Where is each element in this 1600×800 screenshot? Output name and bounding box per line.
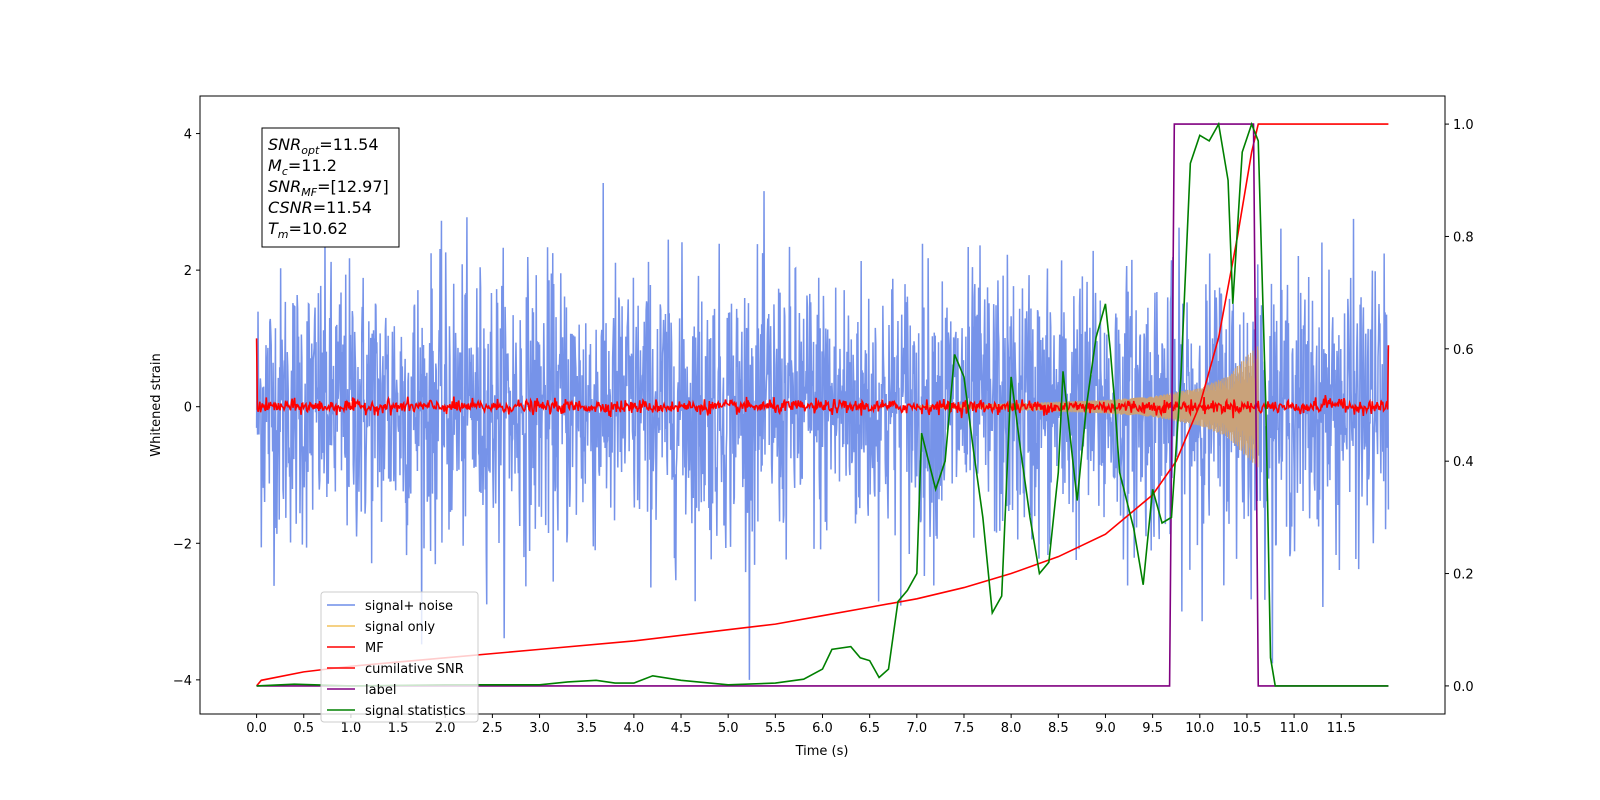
- x-tick-label: 11.0: [1280, 721, 1309, 736]
- x-tick-label: 7.5: [954, 721, 975, 736]
- x-tick-label: 4.0: [624, 721, 645, 736]
- y-left-tick-label: 0: [184, 401, 192, 416]
- info-line: Mc=11.2: [268, 156, 337, 178]
- info-subscript: m: [278, 228, 289, 241]
- legend: signal+ noise signal only MF cumilative SNR…: [320, 591, 479, 723]
- x-tick-label: 10.0: [1185, 721, 1214, 736]
- x-tick-label: 5.0: [718, 721, 739, 736]
- x-tick-label: 11.5: [1327, 721, 1356, 736]
- info-value: =11.2: [288, 156, 337, 175]
- x-tick-label: 8.0: [1001, 721, 1022, 736]
- y-right-tick-label: 1.0: [1453, 118, 1474, 133]
- x-tick-label: 9.0: [1095, 721, 1116, 736]
- y-right-tick-label: 0.2: [1453, 568, 1474, 583]
- x-tick-label: 7.0: [906, 721, 927, 736]
- x-tick-label: 10.5: [1232, 721, 1261, 736]
- info-line: SNRopt=11.54: [268, 135, 379, 157]
- info-annotation-box: SNRopt=11.54Mc=11.2SNRMF=[12.97]CSNR=11.…: [261, 127, 400, 248]
- y-right-tick-label: 0.4: [1453, 455, 1474, 470]
- y-axis-left: −4 −2 0 2 4: [173, 128, 200, 689]
- y-left-tick-label: −2: [173, 537, 192, 552]
- y-right-tick-label: 0.6: [1453, 343, 1474, 358]
- x-tick-label: 1.5: [388, 721, 409, 736]
- info-symbol: SNR: [268, 177, 301, 196]
- info-subscript: c: [282, 165, 288, 178]
- x-tick-label: 0.5: [293, 721, 314, 736]
- info-line: CSNR=11.54: [268, 198, 372, 217]
- x-tick-label: 6.0: [812, 721, 833, 736]
- x-tick-label: 1.0: [341, 721, 362, 736]
- y-axis-right: 0.0 0.2 0.4 0.6 0.8 1.0: [1445, 118, 1474, 695]
- legend-frame: [320, 591, 479, 723]
- x-tick-label: 9.5: [1142, 721, 1163, 736]
- x-tick-label: 0.0: [246, 721, 267, 736]
- x-tick-label: 4.5: [671, 721, 692, 736]
- legend-label: cumilative SNR: [365, 662, 464, 677]
- legend-label: label: [365, 683, 396, 698]
- x-tick-label: 2.0: [435, 721, 456, 736]
- legend-label: signal statistics: [365, 704, 466, 719]
- info-line: SNRMF=[12.97]: [268, 177, 389, 199]
- legend-label: signal+ noise: [365, 599, 453, 614]
- y-right-tick-label: 0.0: [1453, 680, 1474, 695]
- info-value: =11.54: [319, 135, 378, 154]
- series-signal-statistics-line: [256, 121, 1389, 687]
- info-value: =10.62: [289, 219, 348, 238]
- y-axis-left-title: Whitened strain: [149, 353, 164, 456]
- x-axis-title: Time (s): [795, 744, 849, 759]
- legend-label: signal only: [365, 620, 435, 635]
- x-tick-label: 6.5: [859, 721, 880, 736]
- info-value: =[12.97]: [317, 177, 389, 196]
- info-subscript: MF: [301, 186, 317, 199]
- y-right-tick-label: 0.8: [1453, 230, 1474, 245]
- y-left-tick-label: 4: [184, 128, 192, 143]
- info-symbol: T: [268, 219, 279, 238]
- y-left-tick-label: −4: [173, 674, 192, 689]
- y-left-tick-label: 2: [184, 264, 192, 279]
- info-line: Tm=10.62: [268, 219, 348, 241]
- info-box-frame: [261, 127, 400, 248]
- x-tick-label: 8.5: [1048, 721, 1069, 736]
- info-subscript: opt: [301, 144, 320, 157]
- legend-label: MF: [365, 641, 384, 656]
- x-tick-label: 3.0: [529, 721, 550, 736]
- x-tick-label: 3.5: [576, 721, 597, 736]
- series-signal-noise-line: [255, 183, 1390, 680]
- x-axis: 0.0 0.5 1.0 1.5 2.0 2.5 3.0 3.5 4.0 4.5 5.0 5.5 6.0 6…: [246, 714, 1356, 736]
- x-tick-label: 5.5: [765, 721, 786, 736]
- x-tick-label: 2.5: [482, 721, 503, 736]
- info-symbol: M: [268, 156, 282, 175]
- info-symbol: SNR: [268, 135, 301, 154]
- info-value: =11.54: [313, 198, 372, 217]
- info-symbol: CSNR: [268, 198, 313, 217]
